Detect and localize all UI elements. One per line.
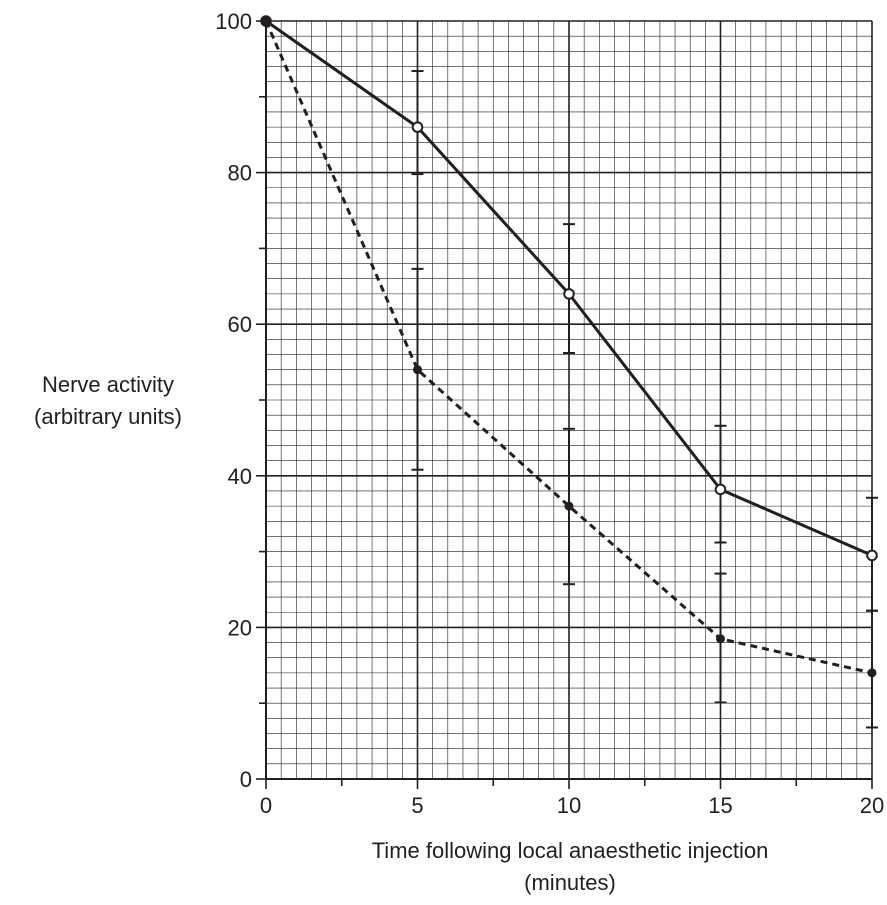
x-axis-title: Time following local anaesthetic injecti… [372, 838, 769, 863]
y-tick-label: 40 [228, 464, 252, 489]
series-line [264, 20, 873, 675]
y-tick-label: 20 [228, 615, 252, 640]
x-tick-label: 20 [860, 793, 884, 818]
filled-circle-marker [261, 16, 271, 26]
x-tick-label: 5 [411, 793, 423, 818]
x-tick-label: 15 [708, 793, 732, 818]
filled-circle-marker [867, 668, 877, 678]
filled-circle-marker [413, 365, 422, 375]
y-tick-label: 80 [228, 161, 252, 186]
x-tick-label: 0 [260, 793, 272, 818]
y-tick-label: 0 [240, 767, 252, 792]
open-circle-marker [563, 288, 575, 300]
y-axis-title-units: (arbitrary units) [34, 404, 182, 429]
series-1 [260, 15, 878, 612]
open-circle-marker [714, 483, 727, 496]
plot-area [260, 15, 878, 729]
y-tick-label: 100 [215, 9, 252, 34]
axes: 0 20 40 60 80 100 0 5 10 15 20 [215, 9, 884, 818]
open-circle-marker [411, 121, 424, 133]
y-axis-title: Nerve activity [42, 372, 174, 397]
filled-circle-marker [716, 634, 725, 644]
open-circle-marker [866, 549, 878, 562]
y-tick-label: 60 [228, 312, 252, 337]
series-2 [261, 16, 878, 729]
x-axis-title-units: (minutes) [524, 870, 616, 895]
labels: Time following local anaesthetic injecti… [34, 372, 768, 895]
filled-circle-marker [564, 501, 574, 511]
grid [265, 20, 873, 780]
x-tick-label: 10 [557, 793, 581, 818]
